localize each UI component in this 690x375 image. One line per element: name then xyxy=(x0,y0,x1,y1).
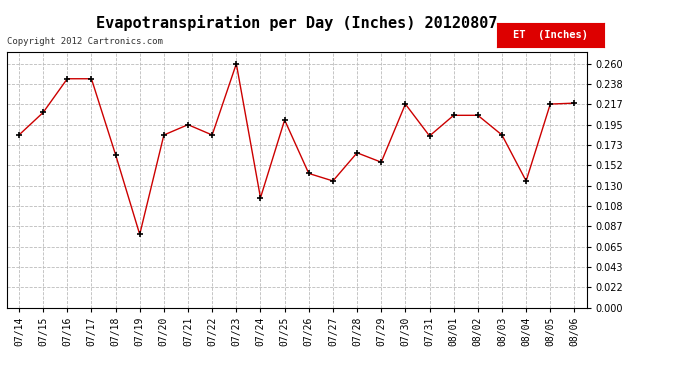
Text: ET  (Inches): ET (Inches) xyxy=(513,30,588,40)
Text: Copyright 2012 Cartronics.com: Copyright 2012 Cartronics.com xyxy=(7,38,163,46)
Text: Evapotranspiration per Day (Inches) 20120807: Evapotranspiration per Day (Inches) 2012… xyxy=(96,15,497,31)
